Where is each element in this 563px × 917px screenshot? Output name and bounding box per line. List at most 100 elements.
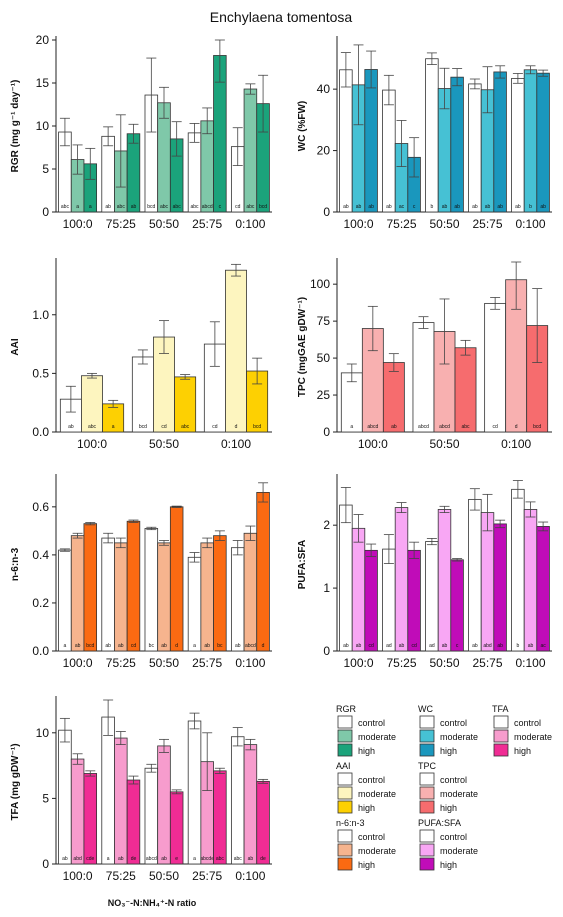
x-tick-label: 100:0 [343, 217, 373, 231]
y-tick-label: 0 [42, 205, 49, 219]
y-tick-label: 75 [317, 314, 331, 328]
bar-control [101, 135, 115, 213]
significance-letter: b [430, 204, 433, 210]
category-group: ab abc ab [101, 114, 141, 213]
category-group: ab abc a [59, 372, 125, 433]
significance-letter: ab [248, 856, 254, 862]
x-tick-label: 25:75 [192, 869, 222, 883]
bar-moderate [480, 512, 495, 652]
legend-group-wc: WC control moderate high [418, 704, 478, 757]
legend-label: moderate [440, 789, 478, 799]
bar-high [450, 76, 464, 213]
significance-letter: bcd [259, 204, 267, 210]
legend-swatch [337, 829, 353, 843]
y-tick-label: 10 [36, 726, 50, 740]
bar-control [187, 720, 202, 865]
category-group: ab ab ab [339, 44, 378, 213]
bar-moderate [394, 507, 409, 652]
category-group: ab ab ab [468, 65, 507, 213]
category-group: cd d bcd [203, 263, 269, 433]
significance-letter: abcde [200, 856, 214, 862]
significance-letter: ab [442, 204, 448, 210]
legend-swatch [337, 800, 353, 814]
bar-control [382, 548, 396, 652]
category-group: ab ab cd [101, 519, 141, 652]
legend-group-n-6-n-3: n-6:n-3 control moderate high [336, 818, 396, 871]
legend-title: TFA [492, 704, 509, 714]
x-tick-label: 100:0 [63, 869, 93, 883]
x-tick-label: 100:0 [77, 437, 107, 451]
x-tick-label: 0:100 [235, 217, 265, 231]
x-tick-label: 50:50 [149, 437, 179, 451]
legend-label: control [440, 832, 467, 842]
bar-moderate [523, 69, 538, 213]
legend-label: control [358, 775, 385, 785]
legend-swatch [493, 729, 509, 743]
bar-moderate [243, 532, 258, 652]
legend-swatch [337, 715, 353, 729]
bar-high [169, 506, 184, 652]
legend-swatch [419, 715, 435, 729]
significance-letter: ab [105, 204, 111, 210]
significance-letter: ab [540, 204, 546, 210]
legend-label: control [440, 718, 467, 728]
category-group: ab abd ab [468, 488, 507, 652]
significance-letter: bcd [533, 424, 541, 430]
significance-letter: abc [246, 204, 255, 210]
bar-control [468, 83, 482, 213]
significance-letter: abc [88, 424, 97, 430]
category-group: a ab de [101, 699, 141, 865]
bar-high [126, 133, 141, 213]
significance-letter: ad [386, 643, 392, 649]
x-tick-label: 25:75 [472, 656, 502, 670]
bar-control [144, 767, 159, 865]
significance-letter: ab [442, 643, 448, 649]
significance-letter: e [175, 856, 178, 862]
y-tick-label: 5 [42, 162, 49, 176]
x-tick-label: 100:0 [343, 656, 373, 670]
significance-letter: abc [190, 204, 199, 210]
significance-letter: a [64, 643, 67, 649]
legend-title: AAI [336, 761, 351, 771]
significance-letter: d [235, 424, 238, 430]
significance-letter: d [262, 643, 265, 649]
x-tick-label: 25:75 [472, 217, 502, 231]
significance-letter: a [112, 424, 115, 430]
legend-swatch [419, 786, 435, 800]
legend-swatch [493, 743, 509, 757]
significance-letter: ab [343, 643, 349, 649]
bar-moderate [157, 745, 171, 865]
bar-moderate [523, 509, 538, 652]
significance-letter: cd [368, 643, 374, 649]
y-tick-label: 100 [310, 277, 330, 291]
x-tick-label: 25:75 [192, 656, 222, 670]
bar-high [454, 347, 477, 433]
significance-letter: c [219, 204, 222, 210]
legend-swatch [419, 743, 435, 757]
x-tick-label: 75:25 [106, 656, 136, 670]
y-tick-label: 5 [42, 791, 49, 805]
legend-swatch [337, 843, 353, 857]
legend-group-tfa: TFA control moderate high [492, 704, 552, 757]
x-tick-label: 0:100 [235, 656, 265, 670]
legend-group-pufa-sfa: PUFA:SFA control moderate high [418, 818, 478, 871]
x-tick-label: 75:25 [386, 217, 416, 231]
significance-letter: a [76, 204, 79, 210]
bar-moderate [351, 527, 366, 652]
significance-letter: ab [343, 204, 349, 210]
bar-high [536, 526, 550, 652]
category-group: ad ab cd [382, 502, 421, 652]
significance-letter: cd [235, 204, 241, 210]
x-tick-label: 100:0 [63, 656, 93, 670]
legend-label: control [358, 832, 385, 842]
bar-control [101, 716, 115, 865]
legend-title: TPC [418, 761, 437, 771]
significance-letter: a [89, 204, 92, 210]
bar-control [101, 537, 115, 652]
significance-letter: bcd [139, 424, 147, 430]
y-tick-label: 40 [317, 82, 331, 96]
significance-letter: ab [75, 643, 81, 649]
legend: RGRcontrolmoderatehighWCcontrolmoderateh… [336, 704, 552, 871]
y-axis-label: RGR (mg g⁻¹ day⁻¹) [10, 80, 21, 173]
